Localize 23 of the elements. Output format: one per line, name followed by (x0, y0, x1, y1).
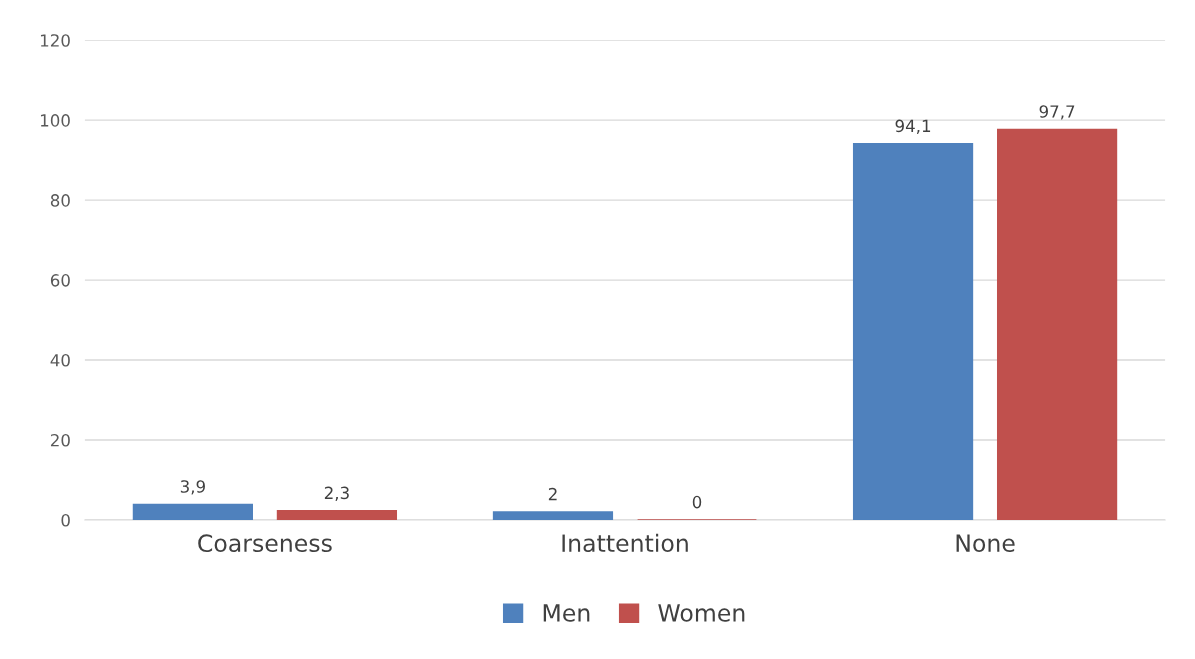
data-label: 3,9 (180, 480, 205, 495)
x-tick-label: Inattention (562, 533, 688, 553)
bar (132, 503, 253, 520)
x-tick-label: Coarseness (198, 534, 332, 553)
y-tick-label: 120 (40, 34, 70, 47)
data-label: 97,7 (1039, 105, 1075, 120)
x-tick-label: None (956, 534, 1015, 553)
bar (276, 510, 398, 520)
y-tick-label: 80 (50, 194, 70, 207)
legend-label: Women (658, 604, 745, 622)
y-tick-label: 60 (50, 274, 70, 287)
data-label: 0 (692, 495, 702, 509)
y-tick-label: 40 (50, 354, 70, 367)
bar (852, 143, 974, 520)
y-tick-label: 0 (61, 513, 70, 527)
legend-label: Men (543, 604, 590, 622)
data-label: 94,1 (895, 119, 931, 134)
bar (996, 128, 1118, 520)
y-tick-label: 100 (40, 114, 70, 127)
data-label: 2,3 (324, 486, 349, 501)
y-tick-label: 20 (50, 433, 70, 447)
data-label: 2 (548, 487, 557, 501)
bar (492, 511, 614, 520)
